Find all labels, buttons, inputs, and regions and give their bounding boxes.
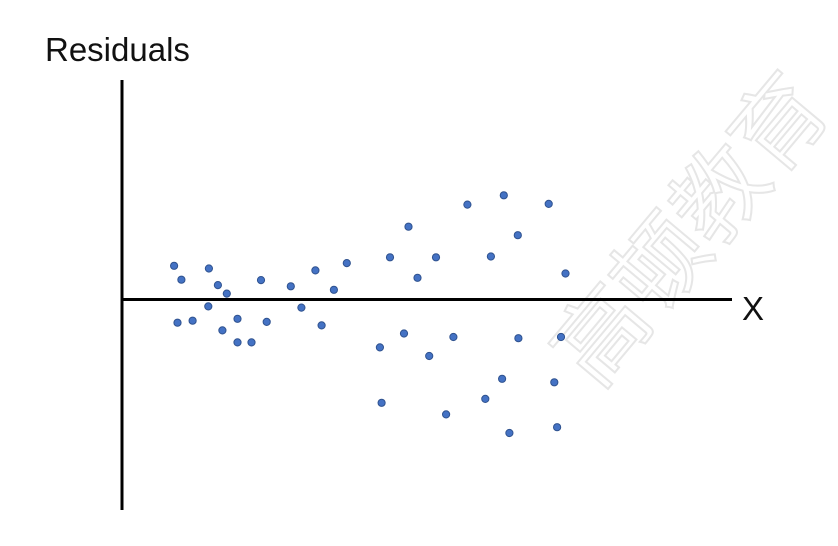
- data-point: [177, 275, 186, 284]
- data-point: [311, 266, 320, 275]
- data-point: [513, 231, 522, 240]
- data-point: [222, 289, 231, 298]
- data-point: [218, 326, 227, 335]
- data-point: [498, 374, 507, 383]
- y-axis-label: Residuals: [45, 31, 190, 68]
- data-point: [399, 329, 409, 338]
- data-point: [342, 259, 351, 268]
- data-point: [404, 222, 413, 231]
- data-point: [385, 253, 395, 262]
- data-point: [377, 398, 386, 407]
- x-axis-label: X: [742, 290, 764, 327]
- data-point: [286, 282, 295, 291]
- data-point: [233, 338, 242, 347]
- data-point: [233, 314, 242, 323]
- data-point: [204, 302, 213, 311]
- data-point: [329, 285, 338, 294]
- data-point: [204, 264, 213, 273]
- data-point: [431, 253, 441, 262]
- data-point: [188, 316, 197, 325]
- data-point: [463, 200, 472, 209]
- data-point: [544, 199, 553, 208]
- data-point: [449, 332, 458, 342]
- data-point: [262, 317, 271, 326]
- data-point: [514, 334, 523, 343]
- data-point: [170, 261, 179, 270]
- data-point: [213, 281, 222, 290]
- data-point: [375, 343, 384, 352]
- data-point: [481, 394, 490, 403]
- data-point: [425, 351, 434, 361]
- data-point: [550, 378, 559, 387]
- data-point: [256, 276, 266, 285]
- data-point: [561, 269, 570, 278]
- watermark-text: 高顿教育: [532, 54, 838, 405]
- watermark: 高顿教育: [531, 53, 838, 406]
- data-point: [442, 410, 451, 419]
- data-point: [486, 252, 495, 261]
- data-point: [297, 303, 306, 312]
- data-point: [505, 428, 514, 438]
- data-point: [556, 332, 566, 342]
- data-point: [413, 273, 422, 282]
- data-point: [553, 423, 562, 432]
- data-point: [317, 321, 326, 330]
- scatter-points: [170, 191, 570, 438]
- data-point: [499, 191, 508, 200]
- data-point: [173, 318, 182, 327]
- data-point: [247, 338, 256, 347]
